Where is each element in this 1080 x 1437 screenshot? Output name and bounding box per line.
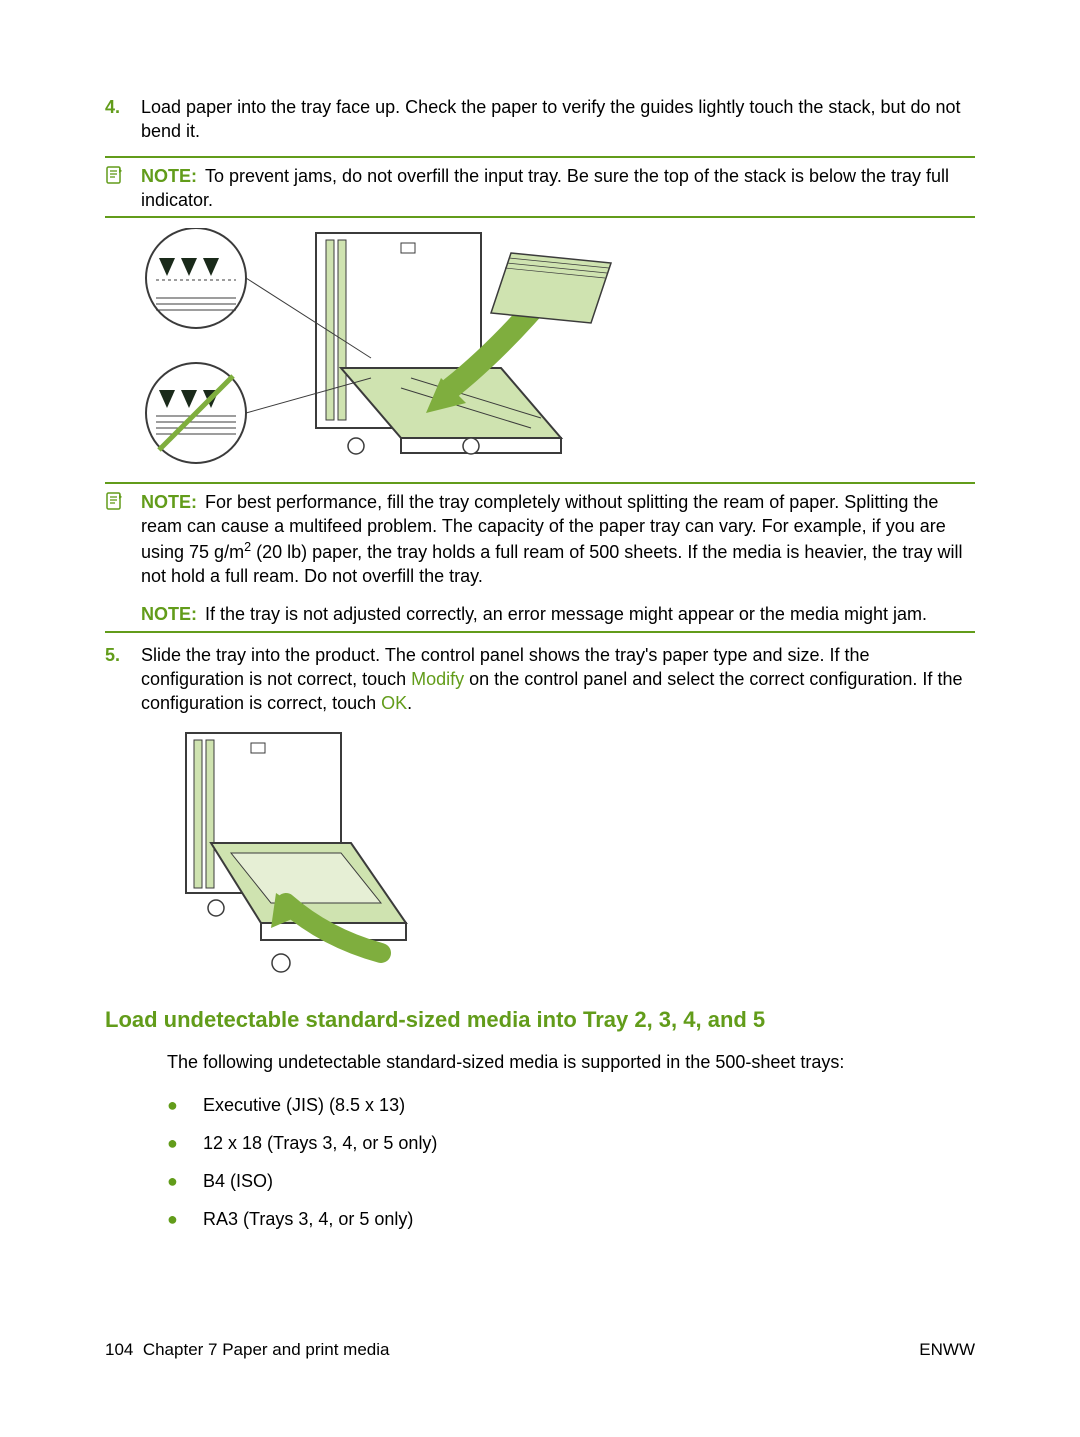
bullet-text: RA3 (Trays 3, 4, or 5 only)	[203, 1207, 413, 1231]
footer-right: ENWW	[919, 1339, 975, 1362]
bullet-icon: ●	[167, 1169, 203, 1193]
footer-left: 104 Chapter 7 Paper and print media	[105, 1339, 389, 1362]
step-5: 5. Slide the tray into the product. The …	[105, 643, 975, 716]
bullet-text: Executive (JIS) (8.5 x 13)	[203, 1093, 405, 1117]
note-icon	[105, 164, 141, 213]
note-label: NOTE:	[141, 492, 197, 512]
list-item: ● RA3 (Trays 3, 4, or 5 only)	[167, 1207, 975, 1231]
note3-text: If the tray is not adjusted correctly, a…	[205, 604, 927, 624]
note-body: NOTE:For best performance, fill the tray…	[141, 490, 975, 626]
bullet-list: ● Executive (JIS) (8.5 x 13) ● 12 x 18 (…	[167, 1093, 975, 1232]
step-4: 4. Load paper into the tray face up. Che…	[105, 95, 975, 144]
note-icon	[105, 490, 141, 626]
printer-slide-svg	[141, 728, 411, 983]
note-text: To prevent jams, do not overfill the inp…	[141, 166, 949, 210]
note-body: NOTE:To prevent jams, do not overfill th…	[141, 164, 975, 213]
note-label: NOTE:	[141, 604, 197, 624]
figure-slide-tray	[141, 728, 975, 983]
note-label: NOTE:	[141, 166, 197, 186]
step-text: Load paper into the tray face up. Check …	[141, 95, 975, 144]
page-number: 104	[105, 1340, 133, 1359]
bullet-icon: ●	[167, 1207, 203, 1231]
page-footer: 104 Chapter 7 Paper and print media ENWW	[105, 1339, 975, 1362]
printer-loading-svg	[141, 228, 621, 468]
note-3: NOTE: If the tray is not adjusted correct…	[141, 602, 975, 626]
figure-load-paper	[141, 228, 975, 468]
step5-accent2: OK	[381, 693, 407, 713]
list-item: ● B4 (ISO)	[167, 1169, 975, 1193]
section-heading: Load undetectable standard-sized media i…	[105, 1005, 975, 1035]
bullet-icon: ●	[167, 1093, 203, 1117]
note-block-2: NOTE:For best performance, fill the tray…	[105, 482, 975, 632]
list-item: ● Executive (JIS) (8.5 x 13)	[167, 1093, 975, 1117]
bullet-icon: ●	[167, 1131, 203, 1155]
step5-accent1: Modify	[411, 669, 464, 689]
note-block-1: NOTE:To prevent jams, do not overfill th…	[105, 156, 975, 219]
chapter-title: Chapter 7 Paper and print media	[143, 1340, 390, 1359]
step-number: 5.	[105, 643, 141, 716]
step5-after: .	[407, 693, 412, 713]
step-text: Slide the tray into the product. The con…	[141, 643, 975, 716]
section-intro: The following undetectable standard-size…	[167, 1050, 975, 1074]
list-item: ● 12 x 18 (Trays 3, 4, or 5 only)	[167, 1131, 975, 1155]
step-number: 4.	[105, 95, 141, 144]
bullet-text: 12 x 18 (Trays 3, 4, or 5 only)	[203, 1131, 437, 1155]
bullet-text: B4 (ISO)	[203, 1169, 273, 1193]
note2-after: (20 lb) paper, the tray holds a full rea…	[141, 542, 962, 586]
